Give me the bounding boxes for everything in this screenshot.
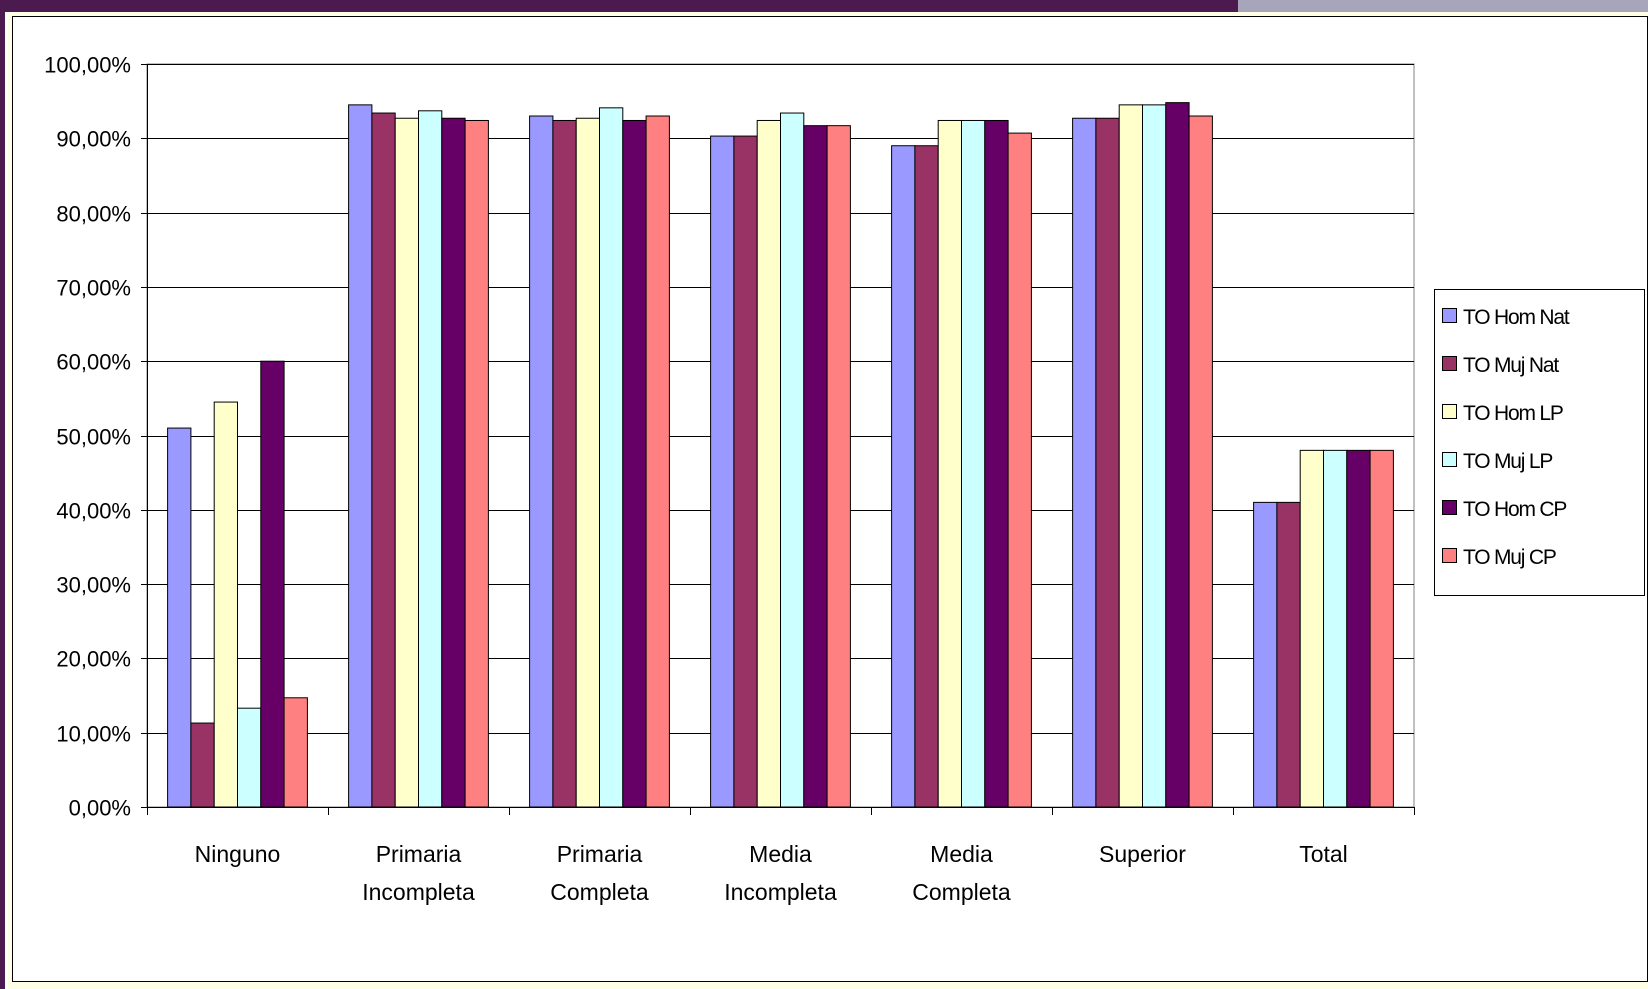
bar bbox=[283, 697, 308, 808]
bar bbox=[1253, 501, 1278, 808]
bar bbox=[780, 112, 805, 808]
x-tick-label: Completa bbox=[912, 879, 1011, 905]
x-tick-label: Incompleta bbox=[724, 879, 837, 905]
legend-swatch bbox=[1442, 356, 1457, 371]
legend-label: TO Muj CP bbox=[1463, 546, 1556, 569]
bar bbox=[961, 119, 986, 808]
bar bbox=[826, 125, 851, 808]
bar bbox=[803, 125, 828, 808]
y-tick-label: 70,00% bbox=[56, 276, 131, 301]
bar bbox=[1118, 104, 1143, 808]
x-tick-label: Media bbox=[930, 841, 993, 867]
legend-swatch bbox=[1442, 452, 1457, 467]
bar bbox=[1346, 449, 1371, 808]
y-tick-label: 90,00% bbox=[56, 127, 131, 152]
legend-label: TO Hom LP bbox=[1463, 402, 1563, 425]
bar bbox=[394, 117, 420, 808]
left-border-bar bbox=[0, 0, 5, 989]
axes: 0,00% 10,00% 20,00% 30,00% 40,00% 50,00% 60,00… bbox=[44, 53, 1415, 905]
legend-swatch bbox=[1442, 308, 1457, 323]
top-border-accent bbox=[1238, 0, 1648, 12]
x-tick-label: Completa bbox=[550, 879, 649, 905]
bar bbox=[733, 135, 758, 808]
y-tick-label: 50,00% bbox=[56, 425, 131, 450]
y-tick-label: 80,00% bbox=[56, 202, 131, 227]
y-tick-label: 30,00% bbox=[56, 573, 131, 598]
bar bbox=[237, 707, 262, 808]
y-tick-label: 60,00% bbox=[56, 350, 131, 375]
legend-box bbox=[1434, 289, 1645, 596]
x-tick-label: Primaria bbox=[376, 841, 462, 867]
bar bbox=[756, 119, 782, 808]
x-tick-label: Superior bbox=[1099, 841, 1186, 867]
bar bbox=[937, 119, 963, 808]
bar bbox=[348, 104, 373, 808]
x-tick-label: Total bbox=[1299, 841, 1348, 867]
x-tick-label: Media bbox=[749, 841, 812, 867]
bar bbox=[1007, 132, 1032, 808]
legend-swatch bbox=[1442, 500, 1457, 515]
bar bbox=[529, 115, 554, 808]
x-tick-label: Incompleta bbox=[362, 879, 475, 905]
y-tick-label: 40,00% bbox=[56, 499, 131, 524]
bar bbox=[1276, 501, 1301, 808]
bar bbox=[167, 427, 192, 808]
legend-swatch bbox=[1442, 548, 1457, 563]
bar bbox=[645, 115, 670, 808]
bar bbox=[622, 119, 647, 808]
bar bbox=[1072, 117, 1097, 808]
y-tick-label: 20,00% bbox=[56, 647, 131, 672]
bar bbox=[891, 145, 916, 808]
legend: TO Hom Nat TO Muj Nat TO Hom LP TO Muj LP TO… bbox=[1434, 289, 1645, 596]
bar bbox=[552, 119, 577, 808]
y-tick-label: 100,00% bbox=[44, 53, 131, 78]
legend-label: TO Muj LP bbox=[1463, 450, 1552, 473]
bar bbox=[710, 135, 735, 808]
bars bbox=[167, 102, 1394, 808]
bar bbox=[1323, 449, 1348, 808]
bar bbox=[1299, 449, 1324, 808]
bar bbox=[260, 360, 285, 808]
bar bbox=[1142, 104, 1167, 808]
bar bbox=[190, 722, 215, 808]
bar bbox=[464, 119, 489, 808]
bar bbox=[441, 117, 466, 808]
bar bbox=[984, 119, 1009, 808]
y-tick-label: 0,00% bbox=[69, 796, 131, 821]
legend-label: TO Muj Nat bbox=[1463, 354, 1559, 377]
bar bbox=[418, 110, 443, 808]
bar bbox=[1188, 115, 1213, 808]
legend-label: TO Hom Nat bbox=[1463, 306, 1570, 329]
bar bbox=[371, 112, 396, 808]
legend-label: TO Hom CP bbox=[1463, 498, 1566, 521]
bar bbox=[1165, 102, 1190, 808]
bar bbox=[914, 145, 939, 808]
bar bbox=[575, 117, 601, 808]
bar bbox=[599, 107, 624, 808]
bar bbox=[1369, 449, 1394, 808]
x-tick-label: Primaria bbox=[557, 841, 643, 867]
y-tick-label: 10,00% bbox=[56, 722, 131, 747]
legend-swatch bbox=[1442, 404, 1457, 419]
top-border-bar bbox=[0, 0, 1648, 12]
x-tick-label: Ninguno bbox=[195, 841, 281, 867]
bar bbox=[213, 401, 238, 808]
bar bbox=[1095, 117, 1120, 808]
